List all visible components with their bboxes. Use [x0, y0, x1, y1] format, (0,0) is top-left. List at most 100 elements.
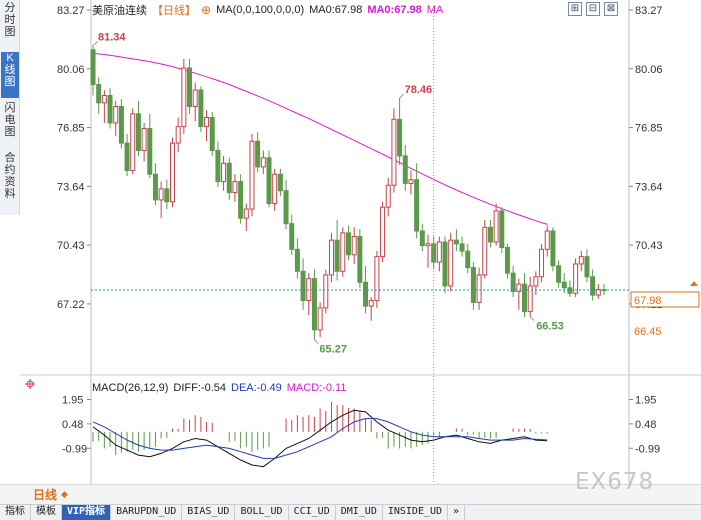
candle-body[interactable] [482, 226, 488, 276]
candle-body[interactable] [391, 118, 397, 186]
candle-body[interactable] [311, 278, 317, 331]
candle-body[interactable] [187, 67, 193, 107]
candle-body[interactable] [368, 300, 374, 307]
candle-body[interactable] [107, 95, 113, 124]
candle-body[interactable] [192, 89, 198, 107]
tab-more[interactable]: » [448, 505, 466, 520]
tab-contract-info[interactable]: 合约资料 [4, 152, 16, 200]
tab-bias[interactable]: BIAS_UD [182, 505, 236, 520]
candle-body[interactable] [397, 118, 403, 157]
candle-body[interactable] [130, 113, 136, 172]
candle-body[interactable] [476, 274, 482, 303]
tab-cci[interactable]: CCI_UD [289, 505, 336, 520]
candle-body[interactable] [226, 162, 232, 194]
candle-body[interactable] [516, 283, 522, 292]
candle-body[interactable] [243, 208, 249, 219]
candle-body[interactable] [124, 142, 130, 172]
zoom-out-icon[interactable]: ⊟ [586, 2, 600, 16]
tab-kline[interactable]: K线图 [1, 52, 19, 98]
tab-vip-indicators[interactable]: VIP指标 [62, 505, 112, 520]
candle-body[interactable] [96, 84, 102, 104]
candle-body[interactable] [544, 230, 550, 250]
candle-body[interactable] [448, 239, 454, 287]
candle-body[interactable] [323, 274, 329, 309]
expand-icon[interactable]: ⊞ [568, 2, 582, 16]
candle-body[interactable] [334, 239, 340, 272]
candle-body[interactable] [567, 287, 573, 294]
candle-body[interactable] [283, 190, 289, 225]
candle-body[interactable] [561, 281, 567, 289]
candle-body[interactable] [113, 105, 119, 124]
close-icon[interactable]: ⊠ [604, 2, 618, 16]
candle-body[interactable] [198, 89, 204, 128]
candle-body[interactable] [204, 116, 210, 128]
candle-body[interactable] [539, 248, 545, 278]
candle-body[interactable] [101, 95, 107, 104]
tab-dmi[interactable]: DMI_UD [336, 505, 383, 520]
candle-body[interactable] [164, 188, 170, 203]
candle-body[interactable] [408, 179, 414, 184]
candle-body[interactable] [215, 149, 221, 183]
candle-body[interactable] [300, 270, 306, 302]
candle-body[interactable] [294, 248, 300, 272]
candle-body[interactable] [584, 256, 590, 278]
candle-body[interactable] [590, 276, 596, 296]
candle-body[interactable] [550, 230, 556, 267]
candle-body[interactable] [363, 281, 369, 307]
candle-body[interactable] [380, 206, 386, 258]
tab-boll[interactable]: BOLL_UD [235, 505, 289, 520]
candle-body[interactable] [595, 289, 601, 296]
tab-barupdn[interactable]: BARUPDN_UD [111, 505, 183, 520]
candle-body[interactable] [260, 157, 266, 168]
candle-body[interactable] [152, 173, 158, 201]
candle-body[interactable] [181, 67, 187, 128]
candle-body[interactable] [328, 239, 334, 276]
period-button[interactable]: 日线 ◆ [21, 486, 91, 502]
candle-body[interactable] [510, 272, 516, 292]
tab-flash[interactable]: 闪电图 [4, 102, 16, 138]
candle-body[interactable] [346, 232, 351, 256]
candle-body[interactable] [277, 173, 283, 192]
candle-body[interactable] [527, 285, 533, 313]
candle-body[interactable] [425, 243, 431, 247]
candle-body[interactable] [232, 181, 238, 194]
candle-body[interactable] [141, 127, 147, 151]
candle-body[interactable] [573, 263, 579, 294]
candle-body[interactable] [255, 140, 261, 168]
candle-body[interactable] [493, 210, 499, 243]
candle-body[interactable] [340, 232, 346, 272]
candle-body[interactable] [266, 157, 272, 205]
candle-body[interactable] [209, 116, 215, 151]
candle-body[interactable] [118, 105, 124, 144]
candle-body[interactable] [459, 243, 465, 252]
candle-body[interactable] [504, 246, 510, 274]
tab-indicators[interactable]: 指标 [0, 505, 31, 520]
tab-timeshare[interactable]: 分时图 [4, 2, 16, 38]
candle-body[interactable] [385, 184, 391, 208]
candle-body[interactable] [317, 307, 323, 331]
candle-body[interactable] [289, 223, 295, 250]
candle-body[interactable] [522, 283, 528, 313]
candle-body[interactable] [465, 250, 471, 269]
candle-body[interactable] [351, 236, 357, 256]
tab-inside[interactable]: INSIDE_UD [383, 505, 449, 520]
candle-body[interactable] [578, 256, 584, 265]
candle-body[interactable] [158, 188, 164, 201]
candle-body[interactable] [533, 276, 539, 287]
candle-body[interactable] [238, 181, 244, 219]
candle-body[interactable] [499, 210, 505, 248]
candle-body[interactable] [249, 140, 255, 210]
candle-body[interactable] [374, 256, 380, 302]
candle-body[interactable] [169, 142, 175, 203]
candle-body[interactable] [414, 179, 420, 232]
candle-body[interactable] [556, 265, 562, 283]
candle-body[interactable] [175, 126, 181, 144]
candle-body[interactable] [221, 162, 227, 183]
candle-body[interactable] [436, 241, 442, 263]
candle-body[interactable] [272, 173, 278, 205]
candle-body[interactable] [453, 239, 459, 245]
candle-body[interactable] [147, 127, 153, 175]
candle-body[interactable] [487, 226, 493, 243]
candle-body[interactable] [357, 236, 363, 283]
